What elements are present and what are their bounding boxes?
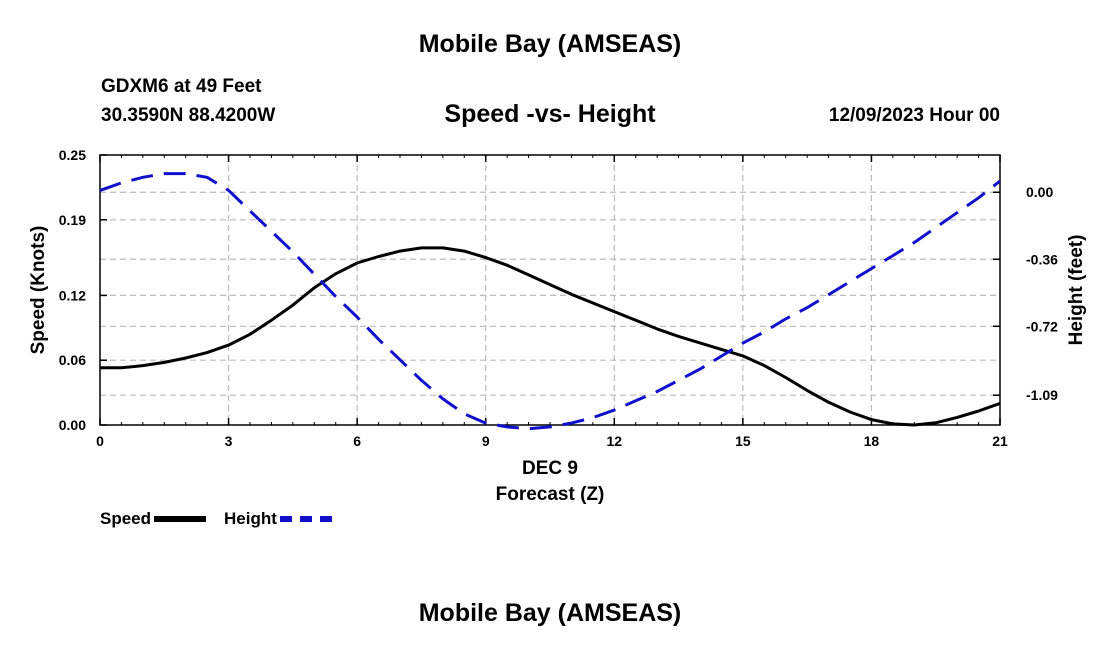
x-tick-label: 12 [606, 433, 622, 449]
y-left-tick-label: 0.19 [59, 212, 86, 228]
y-axis-right-title: Height (feet) [1066, 235, 1087, 346]
legend-speed-swatch [154, 516, 207, 522]
series-line-speed [100, 246, 1001, 427]
forecast-timestamp: 12/09/2023 Hour 00 [828, 105, 1000, 126]
x-tick-label: 18 [864, 433, 880, 449]
y-left-tick-label: 0.06 [59, 352, 86, 368]
legend-item-speed: Speed [100, 509, 207, 529]
y-right-tick-label: -0.36 [1026, 251, 1058, 267]
y-left-tick-label: 0.12 [59, 287, 86, 303]
y-left-tick-label: 0.25 [59, 147, 86, 163]
chart-legend: Speed Height [100, 509, 350, 529]
y-right-tick-label: -0.72 [1026, 318, 1058, 334]
chart-title: Speed -vs- Height [444, 100, 656, 128]
y-axis-left-title: Speed (Knots) [28, 226, 49, 355]
x-tick-label: 6 [353, 433, 361, 449]
x-tick-label: 21 [992, 433, 1008, 449]
x-axis-date-label: DEC 9 [522, 458, 578, 479]
y-right-tick-label: -1.09 [1026, 387, 1058, 403]
x-axis-title: Forecast (Z) [496, 484, 605, 505]
y-left-tick-label: 0.00 [59, 417, 86, 433]
station-name: GDXM6 at 49 Feet [101, 76, 262, 97]
axis-ticks: 0 3 6 9 12 15 18 21 0.00 0.06 0.12 0.19 0.25 0.00 -0.3… [59, 147, 1058, 449]
series-line-height [99, 172, 1001, 431]
chart-grid [100, 155, 1000, 425]
station-coordinates: 30.3590N 88.4200W [101, 105, 276, 126]
legend-speed-label: Speed [100, 509, 152, 528]
legend-height-swatch [279, 516, 332, 522]
repeated-chart-title: Mobile Bay (AMSEAS) [418, 599, 682, 627]
x-tick-label: 15 [735, 433, 751, 449]
x-tick-label: 0 [96, 433, 104, 449]
x-tick-label: 9 [482, 433, 490, 449]
series-layer [99, 172, 1001, 431]
legend-height-label: Height [224, 509, 277, 528]
y-right-tick-label: 0.00 [1026, 184, 1053, 200]
chart-main-title: Mobile Bay (AMSEAS) [418, 30, 682, 58]
legend-item-height: Height [224, 509, 332, 529]
x-tick-label: 3 [225, 433, 233, 449]
